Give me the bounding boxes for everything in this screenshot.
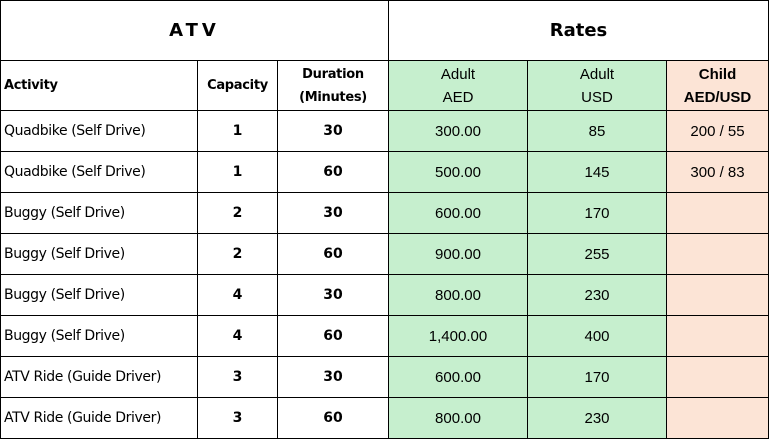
child-rate-cell [666, 233, 769, 275]
title-row: ATV Rates [0, 0, 769, 61]
table-row: Quadbike (Self Drive) 1 30 300.00 85 200… [0, 110, 769, 152]
capacity-cell: 3 [197, 356, 278, 398]
adult-aed-cell: 900.00 [388, 233, 528, 275]
table-row: Buggy (Self Drive) 4 60 1,400.00 400 [0, 315, 769, 357]
header-child-line2: AED/USD [683, 88, 752, 106]
child-rate-cell [666, 274, 769, 316]
adult-usd-cell: 400 [527, 315, 667, 357]
table-row: ATV Ride (Guide Driver) 3 30 600.00 170 [0, 356, 769, 398]
activity-cell: Buggy (Self Drive) [0, 315, 198, 357]
header-capacity: Capacity [197, 60, 278, 111]
header-adult-usd-line2: USD [581, 88, 613, 106]
header-adult-usd: Adult USD [527, 60, 667, 111]
header-duration-line2: (Minutes) [299, 89, 367, 105]
table-row: Quadbike (Self Drive) 1 60 500.00 145 30… [0, 151, 769, 193]
duration-cell: 30 [277, 110, 389, 152]
adult-aed-cell: 1,400.00 [388, 315, 528, 357]
section-title-atv: ATV [0, 0, 389, 61]
activity-cell: Quadbike (Self Drive) [0, 151, 198, 193]
header-duration-line1: Duration [302, 66, 364, 82]
duration-cell: 60 [277, 397, 389, 439]
header-child-line1: Child [698, 65, 737, 83]
duration-cell: 60 [277, 315, 389, 357]
adult-aed-cell: 800.00 [388, 397, 528, 439]
adult-usd-cell: 170 [527, 192, 667, 234]
child-rate-cell [666, 315, 769, 357]
activity-cell: ATV Ride (Guide Driver) [0, 397, 198, 439]
adult-aed-cell: 600.00 [388, 192, 528, 234]
table-row: Buggy (Self Drive) 2 30 600.00 170 [0, 192, 769, 234]
header-adult-aed-line1: Adult [440, 65, 476, 83]
duration-cell: 60 [277, 151, 389, 193]
capacity-cell: 1 [197, 151, 278, 193]
section-title-rates: Rates [388, 0, 769, 61]
child-rate-cell [666, 356, 769, 398]
header-row: Activity Capacity Duration (Minutes) Adu… [0, 60, 769, 111]
table-row: ATV Ride (Guide Driver) 3 60 800.00 230 [0, 397, 769, 439]
duration-cell: 30 [277, 192, 389, 234]
capacity-cell: 4 [197, 315, 278, 357]
duration-cell: 60 [277, 233, 389, 275]
header-child: Child AED/USD [666, 60, 769, 111]
child-rate-cell [666, 397, 769, 439]
adult-usd-cell: 170 [527, 356, 667, 398]
child-rate-cell [666, 192, 769, 234]
capacity-cell: 1 [197, 110, 278, 152]
adult-usd-cell: 85 [527, 110, 667, 152]
activity-cell: Buggy (Self Drive) [0, 233, 198, 275]
child-rate-cell: 300 / 83 [666, 151, 769, 193]
table-row: Buggy (Self Drive) 4 30 800.00 230 [0, 274, 769, 316]
adult-usd-cell: 145 [527, 151, 667, 193]
activity-cell: ATV Ride (Guide Driver) [0, 356, 198, 398]
activity-cell: Buggy (Self Drive) [0, 192, 198, 234]
capacity-cell: 2 [197, 233, 278, 275]
duration-cell: 30 [277, 356, 389, 398]
adult-usd-cell: 230 [527, 397, 667, 439]
adult-aed-cell: 300.00 [388, 110, 528, 152]
child-rate-cell: 200 / 55 [666, 110, 769, 152]
header-adult-aed: Adult AED [388, 60, 528, 111]
table-row: Buggy (Self Drive) 2 60 900.00 255 [0, 233, 769, 275]
header-adult-aed-line2: AED [442, 88, 474, 106]
duration-cell: 30 [277, 274, 389, 316]
adult-aed-cell: 600.00 [388, 356, 528, 398]
capacity-cell: 4 [197, 274, 278, 316]
adult-aed-cell: 800.00 [388, 274, 528, 316]
header-duration: Duration (Minutes) [277, 60, 389, 111]
adult-usd-cell: 230 [527, 274, 667, 316]
activity-cell: Quadbike (Self Drive) [0, 110, 198, 152]
header-activity: Activity [0, 60, 198, 111]
activity-cell: Buggy (Self Drive) [0, 274, 198, 316]
adult-aed-cell: 500.00 [388, 151, 528, 193]
capacity-cell: 2 [197, 192, 278, 234]
header-adult-usd-line1: Adult [579, 65, 615, 83]
adult-usd-cell: 255 [527, 233, 667, 275]
capacity-cell: 3 [197, 397, 278, 439]
